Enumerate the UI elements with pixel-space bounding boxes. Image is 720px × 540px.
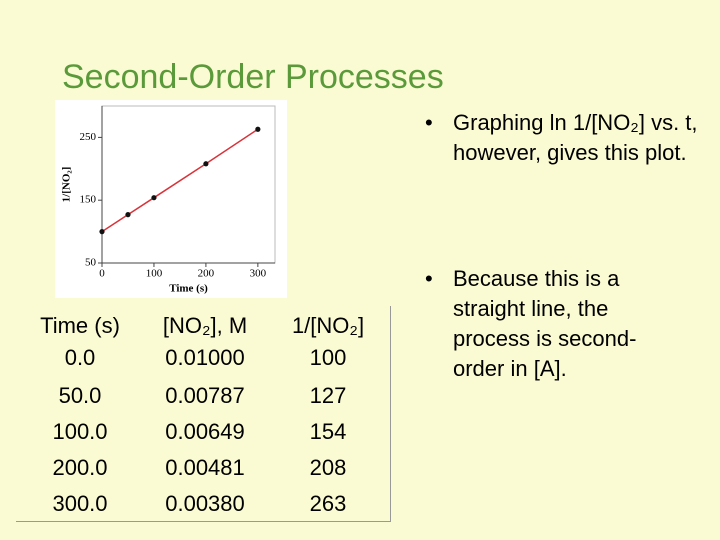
x-tick-label: 200 xyxy=(198,268,215,280)
table-cell: 154 xyxy=(309,419,347,444)
table-header: [NO₂], M xyxy=(162,313,248,338)
data-point xyxy=(99,229,105,235)
y-tick-label: 50 xyxy=(85,257,97,269)
x-tick-label: 100 xyxy=(146,268,163,280)
table-cell: 100.0 xyxy=(52,419,108,444)
data-table: Time (s) [NO₂], M 1/[NO₂] 0.0 0.01000 100 50.0… xyxy=(16,306,391,522)
bullet-list: Because this is a straight line, the pro… xyxy=(425,264,685,384)
data-point xyxy=(203,161,209,167)
data-line xyxy=(101,128,259,233)
table-cell: 0.00481 xyxy=(165,455,245,480)
table-cell: 0.00649 xyxy=(165,419,245,444)
data-point xyxy=(125,212,131,218)
table-cell: 0.00787 xyxy=(165,383,245,408)
slide-title: Second-Order Processes xyxy=(62,58,444,96)
x-axis-label: Time (s) xyxy=(169,283,208,295)
bullet: Because this is a straight line, the pro… xyxy=(425,264,685,384)
table-cell: 0.00380 xyxy=(165,491,245,516)
table-cell: 0.01000 xyxy=(165,345,245,370)
y-axis-label: 1/[NO₂] xyxy=(61,167,73,203)
data-point xyxy=(255,126,261,132)
table-header: Time (s) xyxy=(40,313,120,338)
table-cell: 300.0 xyxy=(52,491,108,516)
table-cell: 0.0 xyxy=(64,345,96,370)
table-cell: 100 xyxy=(309,345,347,370)
data-point xyxy=(151,195,157,201)
bullet: Graphing ln 1/[NO₂] vs. t, however, give… xyxy=(425,108,705,168)
plot-frame xyxy=(101,105,276,264)
chart: 0 100 200 300 50 150 250 Time (s) 1/[NO₂] xyxy=(55,100,287,298)
table-cell: 263 xyxy=(309,491,347,516)
table-header: 1/[NO₂] xyxy=(291,313,365,338)
table-cell: 208 xyxy=(309,455,347,480)
y-tick-label: 250 xyxy=(80,131,97,143)
x-tick-label: 300 xyxy=(250,268,267,280)
y-tick-label: 150 xyxy=(80,194,97,206)
bullet-list: Graphing ln 1/[NO₂] vs. t, however, give… xyxy=(425,108,705,168)
table-cell: 50.0 xyxy=(58,383,102,408)
table-cell: 127 xyxy=(309,383,347,408)
table-cell: 200.0 xyxy=(52,455,108,480)
x-tick-label: 0 xyxy=(99,268,105,280)
